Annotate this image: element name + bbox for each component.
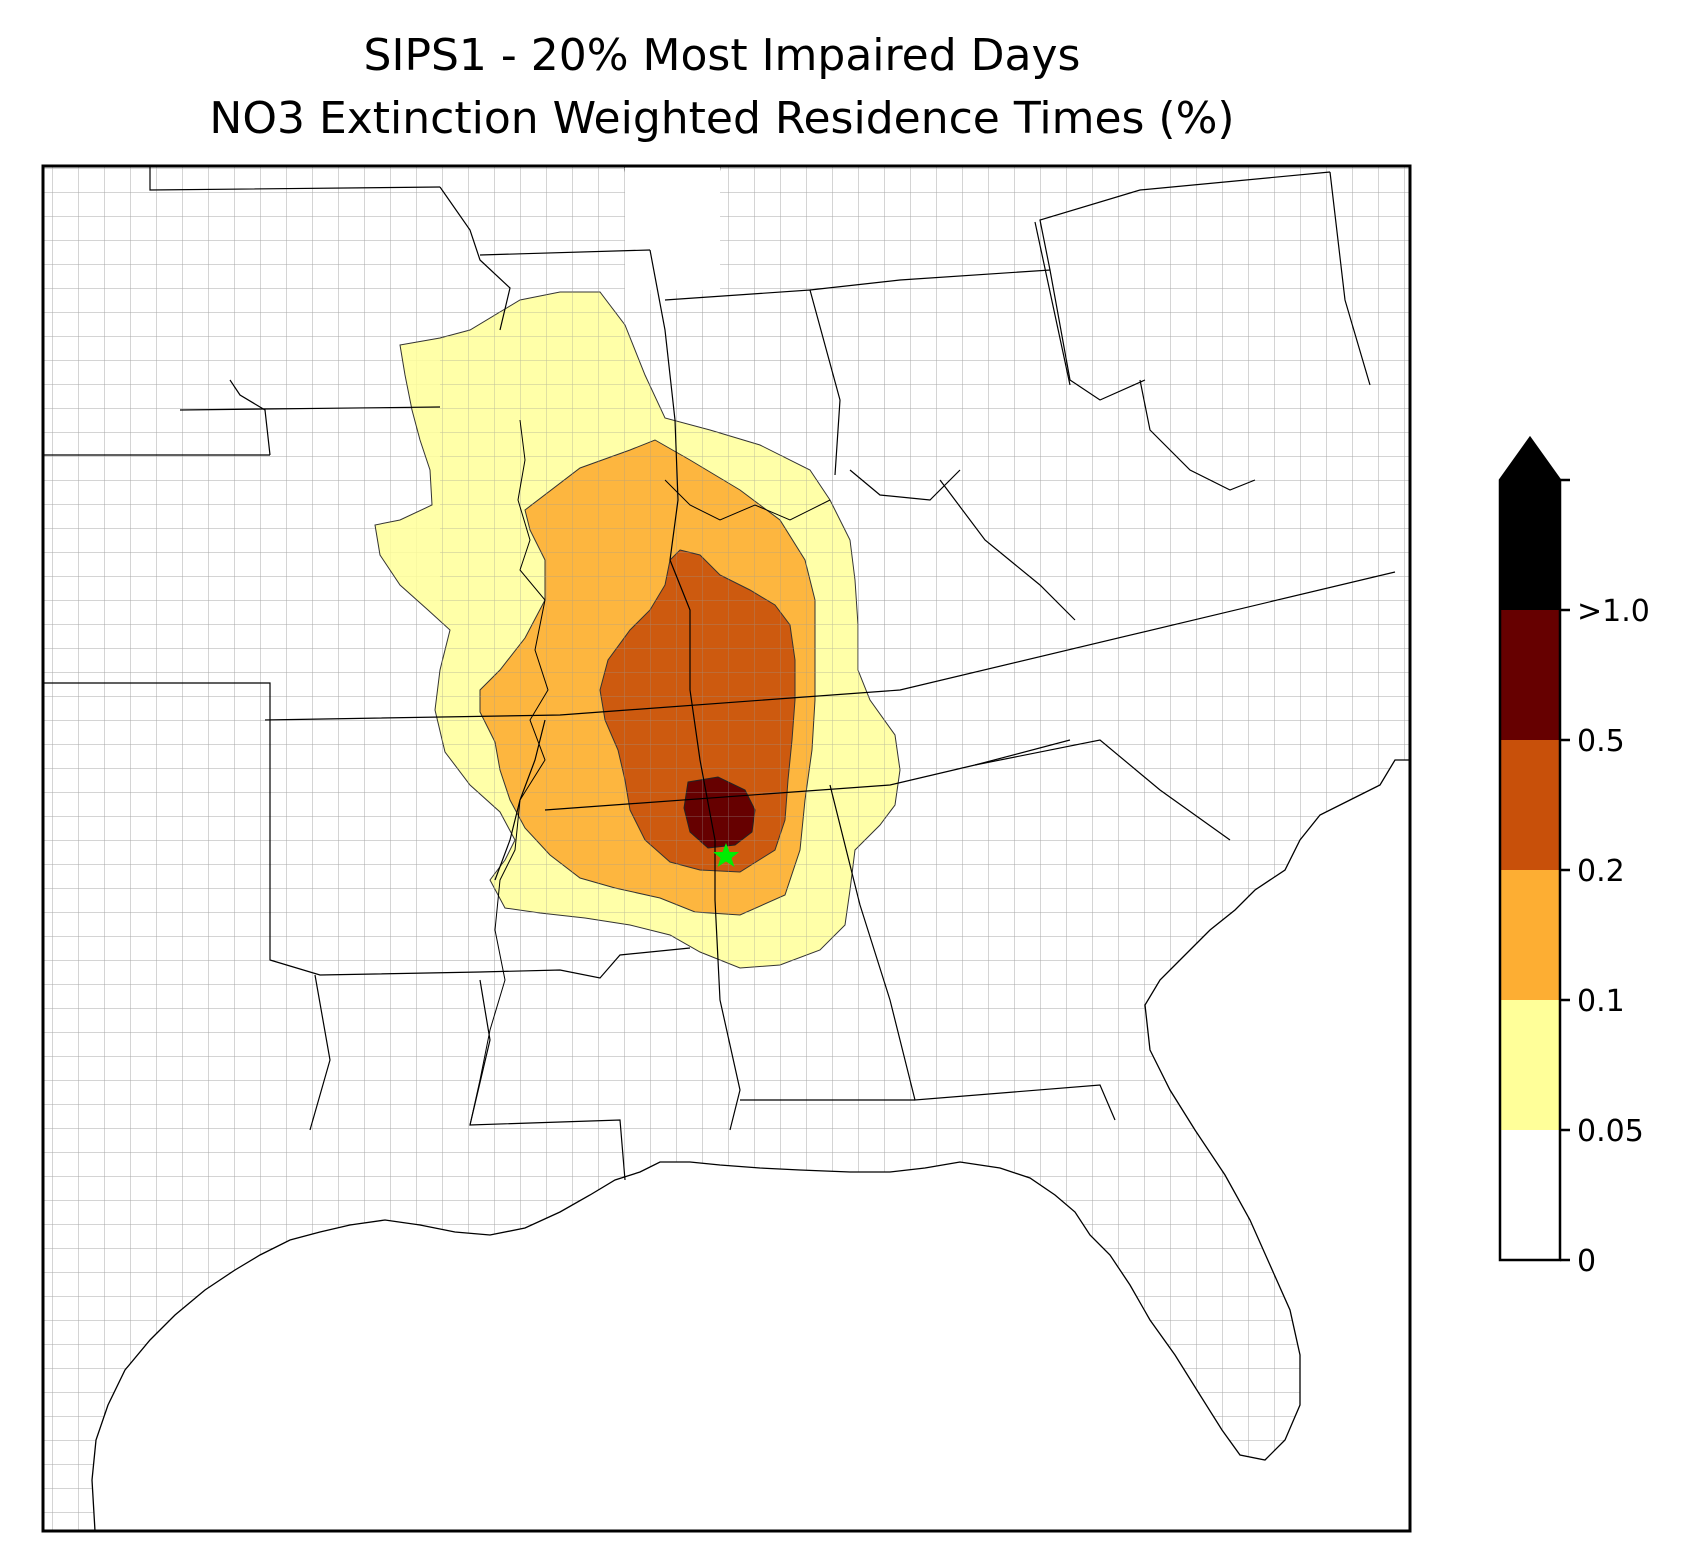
colorbar-tick-0: 0 — [1577, 1244, 1596, 1279]
colorbar-tick-0.5: 0.5 — [1577, 724, 1625, 759]
colorbar-tick-0.1: 0.1 — [1577, 984, 1625, 1019]
colorbar: 0 0.05 0.1 0.2 0.5 >1.0 — [1498, 435, 1650, 1279]
colorbar-bin-0.5-1.0 — [1500, 610, 1560, 740]
receptor-site-star-icon — [713, 843, 739, 867]
colorbar-bin-0.2-0.5 — [1500, 740, 1560, 870]
map-title-line-1: SIPS1 - 20% Most Impaired Days — [363, 30, 1081, 81]
colorbar-bin-0.1-0.2 — [1500, 870, 1560, 1000]
colorbar-tick-0.05: 0.05 — [1577, 1114, 1644, 1149]
map-title-line-2: NO3 Extinction Weighted Residence Times … — [209, 93, 1235, 144]
county-lines-overlay — [440, 290, 900, 970]
rivers — [469, 419, 831, 1126]
colorbar-tick-0.2: 0.2 — [1577, 854, 1625, 889]
map-frame — [41, 164, 1412, 1533]
colorbar-bin-0-0.05 — [1500, 1130, 1560, 1260]
colorbar-tick-1.0: >1.0 — [1577, 594, 1650, 629]
colorbar-extend-arrow — [1500, 438, 1560, 610]
colorbar-outline — [1498, 435, 1562, 1262]
colorbar-bin-0.05-0.1 — [1500, 1000, 1560, 1130]
